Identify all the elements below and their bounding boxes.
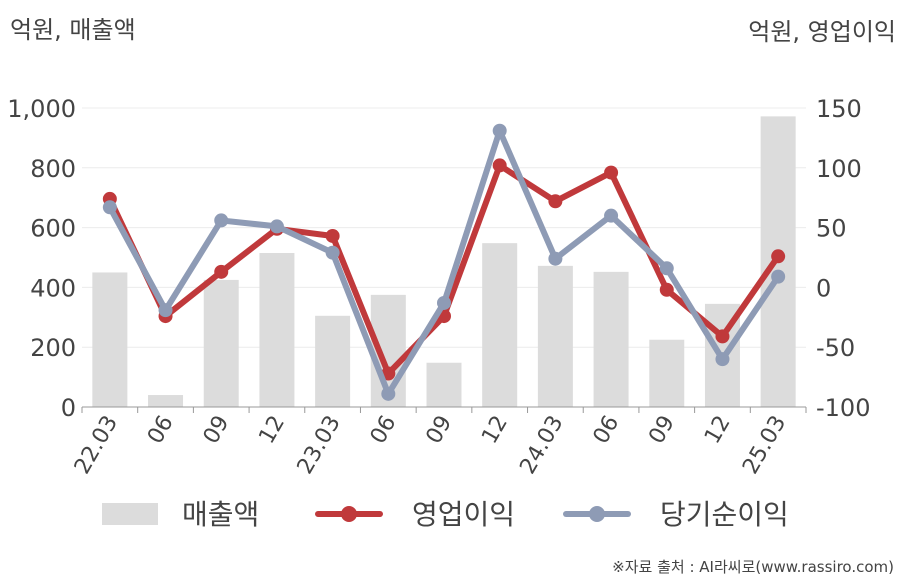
series-point: [659, 261, 674, 276]
x-tick-label: 06: [589, 412, 625, 449]
revenue-bar: [203, 279, 239, 407]
y-left-tick-label: 600: [30, 215, 76, 243]
y-right-tick-label: 50: [816, 215, 847, 243]
revenue-bar: [593, 271, 629, 407]
x-tick-label: 25.03: [738, 412, 791, 479]
series-point: [604, 208, 619, 223]
legend-label: 영업이익: [412, 498, 515, 531]
series-point: [214, 264, 229, 279]
y-left-tick-label: 1,000: [7, 95, 76, 123]
series-point: [381, 386, 396, 401]
x-tick-label: 22.03: [70, 412, 123, 479]
series-point: [269, 219, 284, 234]
y-left-tick-label: 0: [61, 394, 76, 422]
legend-label-revenue: 매출액: [182, 498, 259, 531]
revenue-bar: [482, 243, 518, 407]
y-right-tick-label: 100: [816, 155, 862, 183]
series-point: [214, 213, 229, 228]
axes: [81, 406, 807, 413]
series-point: [158, 303, 173, 318]
y-left-tick-label: 200: [30, 334, 76, 362]
y-right-tick-label: 150: [816, 95, 862, 123]
series-point: [659, 282, 674, 297]
source-note: ※자료 출처 : AI라씨로(www.rassiro.com): [612, 558, 894, 576]
revenue-bar: [92, 272, 128, 407]
x-tick-label: 12: [700, 412, 736, 449]
revenue-bar: [148, 395, 184, 407]
revenue-bars: [92, 116, 796, 407]
revenue-bar: [426, 362, 462, 407]
x-tick-label: 23.03: [293, 412, 346, 479]
x-tick-label: 12: [254, 412, 290, 449]
series-point: [492, 123, 507, 138]
legend-label: 당기순이익: [660, 498, 789, 531]
series-point: [437, 295, 451, 310]
revenue-bar: [649, 339, 685, 407]
left-axis-label: 억원, 매출액: [10, 16, 136, 44]
x-tick-label: 06: [366, 412, 402, 449]
series-point: [715, 352, 730, 367]
legend-swatch-point: [341, 506, 357, 522]
series-point: [715, 329, 730, 344]
right-axis-label: 억원, 영업이익: [748, 18, 896, 46]
x-tick-label: 12: [477, 412, 513, 449]
revenue-bar: [259, 253, 295, 407]
legend-swatch-point: [589, 506, 605, 522]
tick-labels: 0 200 400 600 800 1,000 -100 -50 0 50 100 150 22.03 0…: [7, 95, 870, 479]
x-tick-label: 24.03: [515, 412, 568, 479]
series-point: [548, 251, 563, 266]
series-point: [325, 245, 340, 260]
legend-swatch-revenue: [102, 503, 158, 525]
legend: 매출액 영업이익 당기순이익: [102, 498, 789, 531]
x-tick-label: 09: [422, 412, 458, 449]
y-left-tick-label: 400: [30, 274, 76, 302]
series-point: [548, 194, 563, 209]
y-right-tick-label: -100: [816, 394, 870, 422]
x-tick-label: 06: [143, 412, 179, 449]
series-point: [771, 249, 786, 264]
series-point: [771, 269, 786, 284]
series-point: [325, 228, 340, 243]
y-right-tick-label: -50: [816, 334, 855, 362]
y-right-tick-label: 0: [816, 274, 831, 302]
revenue-bar: [537, 265, 573, 407]
revenue-bar: [315, 315, 351, 407]
x-tick-label: 09: [644, 412, 680, 449]
series-point: [604, 165, 619, 180]
series-point: [102, 200, 117, 215]
series-point: [492, 158, 507, 173]
y-left-tick-label: 800: [30, 155, 76, 183]
profit-lines: [102, 123, 786, 401]
x-tick-label: 09: [199, 412, 235, 449]
